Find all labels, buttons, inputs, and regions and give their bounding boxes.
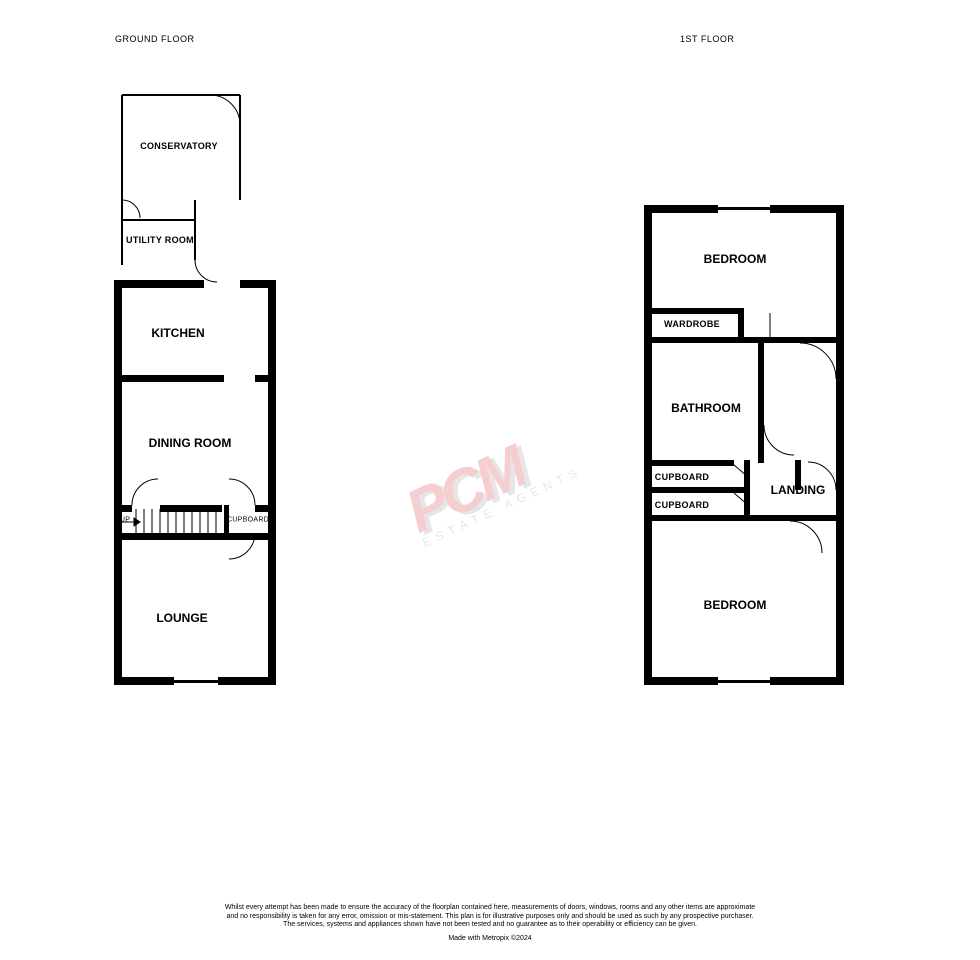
label-cupboard1: CUPBOARD [655, 472, 709, 482]
ground-floor-title: GROUND FLOOR [115, 34, 195, 44]
label-wardrobe: WARDROBE [664, 319, 720, 329]
label-cupboard2: CUPBOARD [655, 500, 709, 510]
label-kitchen: KITCHEN [151, 326, 204, 340]
label-cupboard-gf: CUPBOARD [227, 517, 269, 524]
credit-text: Made with Metropix ©2024 [448, 935, 531, 942]
label-dining: DINING ROOM [149, 436, 232, 450]
label-lounge: LOUNGE [156, 611, 207, 625]
label-utility: UTILITY ROOM [126, 235, 194, 245]
label-bedroom2: BEDROOM [704, 598, 767, 612]
disclaimer-text: Whilst every attempt has been made to en… [220, 904, 760, 930]
first-floor-title: 1ST FLOOR [680, 34, 734, 44]
watermark-logo: PCM PCM ESTATE AGENTS [395, 410, 584, 550]
label-conservatory: CONSERVATORY [140, 141, 218, 151]
label-up: UP [120, 517, 130, 524]
label-bathroom: BATHROOM [671, 401, 741, 415]
first-floor-plan [630, 195, 860, 695]
label-landing: LANDING [771, 483, 826, 497]
label-bedroom1: BEDROOM [704, 252, 767, 266]
